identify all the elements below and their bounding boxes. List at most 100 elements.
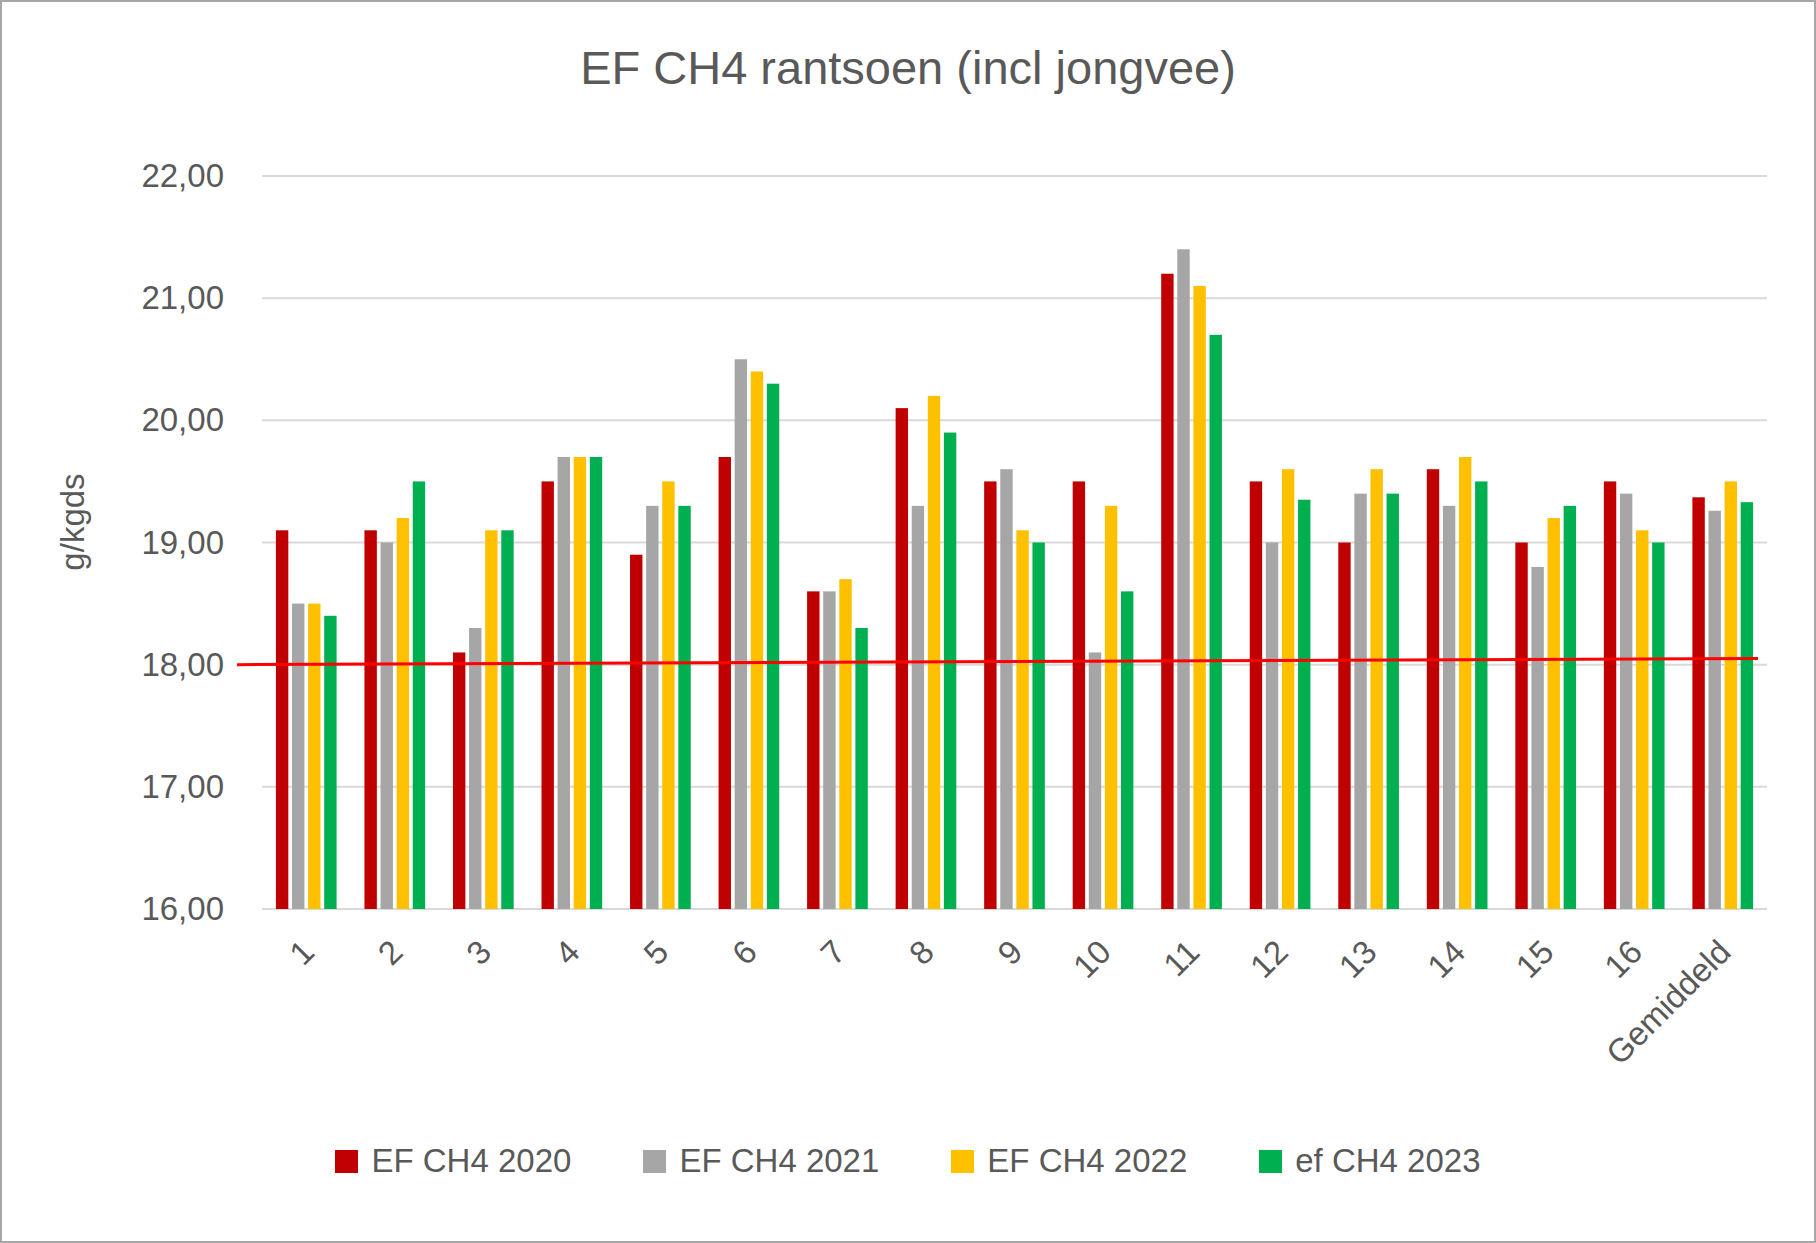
bar [823,591,835,909]
bar [1459,457,1471,909]
y-tick-label: 20,00 [141,401,224,438]
legend-label: EF CH4 2021 [679,1142,879,1180]
bar [1105,506,1117,909]
bar [276,530,288,909]
bar [1604,481,1616,909]
bar [324,616,336,909]
bar [662,481,674,909]
bar [1443,506,1455,909]
bar [1427,469,1439,909]
y-tick-label: 19,00 [141,524,224,561]
legend-swatch [951,1150,974,1173]
bar [646,506,658,909]
bar [1161,274,1173,909]
bar [364,530,376,909]
bar [558,457,570,909]
x-tick-label: 8 [902,933,941,972]
bar [542,481,554,909]
bar [1210,335,1222,909]
legend: EF CH4 2020 EF CH4 2021 EF CH4 2022 ef CH4 … [2,1142,1814,1180]
bar [767,384,779,909]
legend-item: EF CH4 2022 [951,1142,1187,1180]
bar [1531,567,1543,909]
bar [896,408,908,909]
x-tick-label: 3 [459,933,498,972]
bar [1636,530,1648,909]
bar [1741,502,1753,909]
x-tick-label: 12 [1243,933,1295,985]
y-axis-title: g/kgds [54,473,91,570]
x-tick-label: 6 [725,933,764,972]
y-tick-label: 17,00 [141,768,224,805]
bar [1089,652,1101,909]
bar [839,579,851,909]
y-tick-label: 18,00 [141,646,224,683]
bar [1073,481,1085,909]
bar [1725,481,1737,909]
y-tick-label: 16,00 [141,890,224,927]
bar [574,457,586,909]
bar [1000,469,1012,909]
bar [590,457,602,909]
bar [413,481,425,909]
bar [1354,494,1366,909]
bar [1282,469,1294,909]
bar [719,457,731,909]
x-tick-label: 10 [1066,933,1118,985]
y-tick-label: 21,00 [141,279,224,316]
bar [944,433,956,909]
bar [501,530,513,909]
x-tick-label: 16 [1597,933,1649,985]
x-tick-label: 9 [990,933,1029,972]
bar [1298,500,1310,909]
bar [381,543,393,910]
bar [1652,543,1664,910]
bar [292,604,304,909]
bar [1121,591,1133,909]
legend-item: EF CH4 2021 [643,1142,879,1180]
bar [1548,518,1560,909]
bar [397,518,409,909]
bar [1370,469,1382,909]
chart-canvas: EF CH4 rantsoen (incl jongvee) 16,0017,0… [0,0,1816,1243]
bar [751,371,763,909]
bar [1387,494,1399,909]
legend-item: ef CH4 2023 [1259,1142,1480,1180]
bar [453,652,465,909]
bar [1193,286,1205,909]
bar [1708,511,1720,909]
bar [807,591,819,909]
x-tick-label: 2 [371,933,410,972]
plot-area: 16,00 17,00 18,00 19,00 20,00 21,00 22,00 g/kgd… [2,2,1816,1132]
bar [912,506,924,909]
bar [1564,506,1576,909]
x-tick-label: 7 [813,933,852,972]
bar [928,396,940,909]
x-tick-label: 13 [1331,933,1383,985]
bar [1475,481,1487,909]
bar [1266,543,1278,910]
legend-swatch [335,1150,358,1173]
bar [1177,249,1189,909]
bar [1016,530,1028,909]
legend-label: EF CH4 2022 [987,1142,1187,1180]
bar [1250,481,1262,909]
legend-item: EF CH4 2020 [335,1142,571,1180]
y-tick-label: 22,00 [141,157,224,194]
bar [1032,543,1044,910]
bar [678,506,690,909]
bar [630,555,642,909]
bar [1692,497,1704,909]
bar [855,628,867,909]
bar [1620,494,1632,909]
bar [1338,543,1350,910]
bar [735,359,747,909]
legend-swatch [643,1150,666,1173]
bar [984,481,996,909]
x-tick-label: 4 [548,933,587,972]
x-tick-label: 15 [1508,933,1560,985]
legend-swatch [1259,1150,1282,1173]
x-tick-label: 11 [1156,933,1206,983]
bar [1515,543,1527,910]
bar [469,628,481,909]
